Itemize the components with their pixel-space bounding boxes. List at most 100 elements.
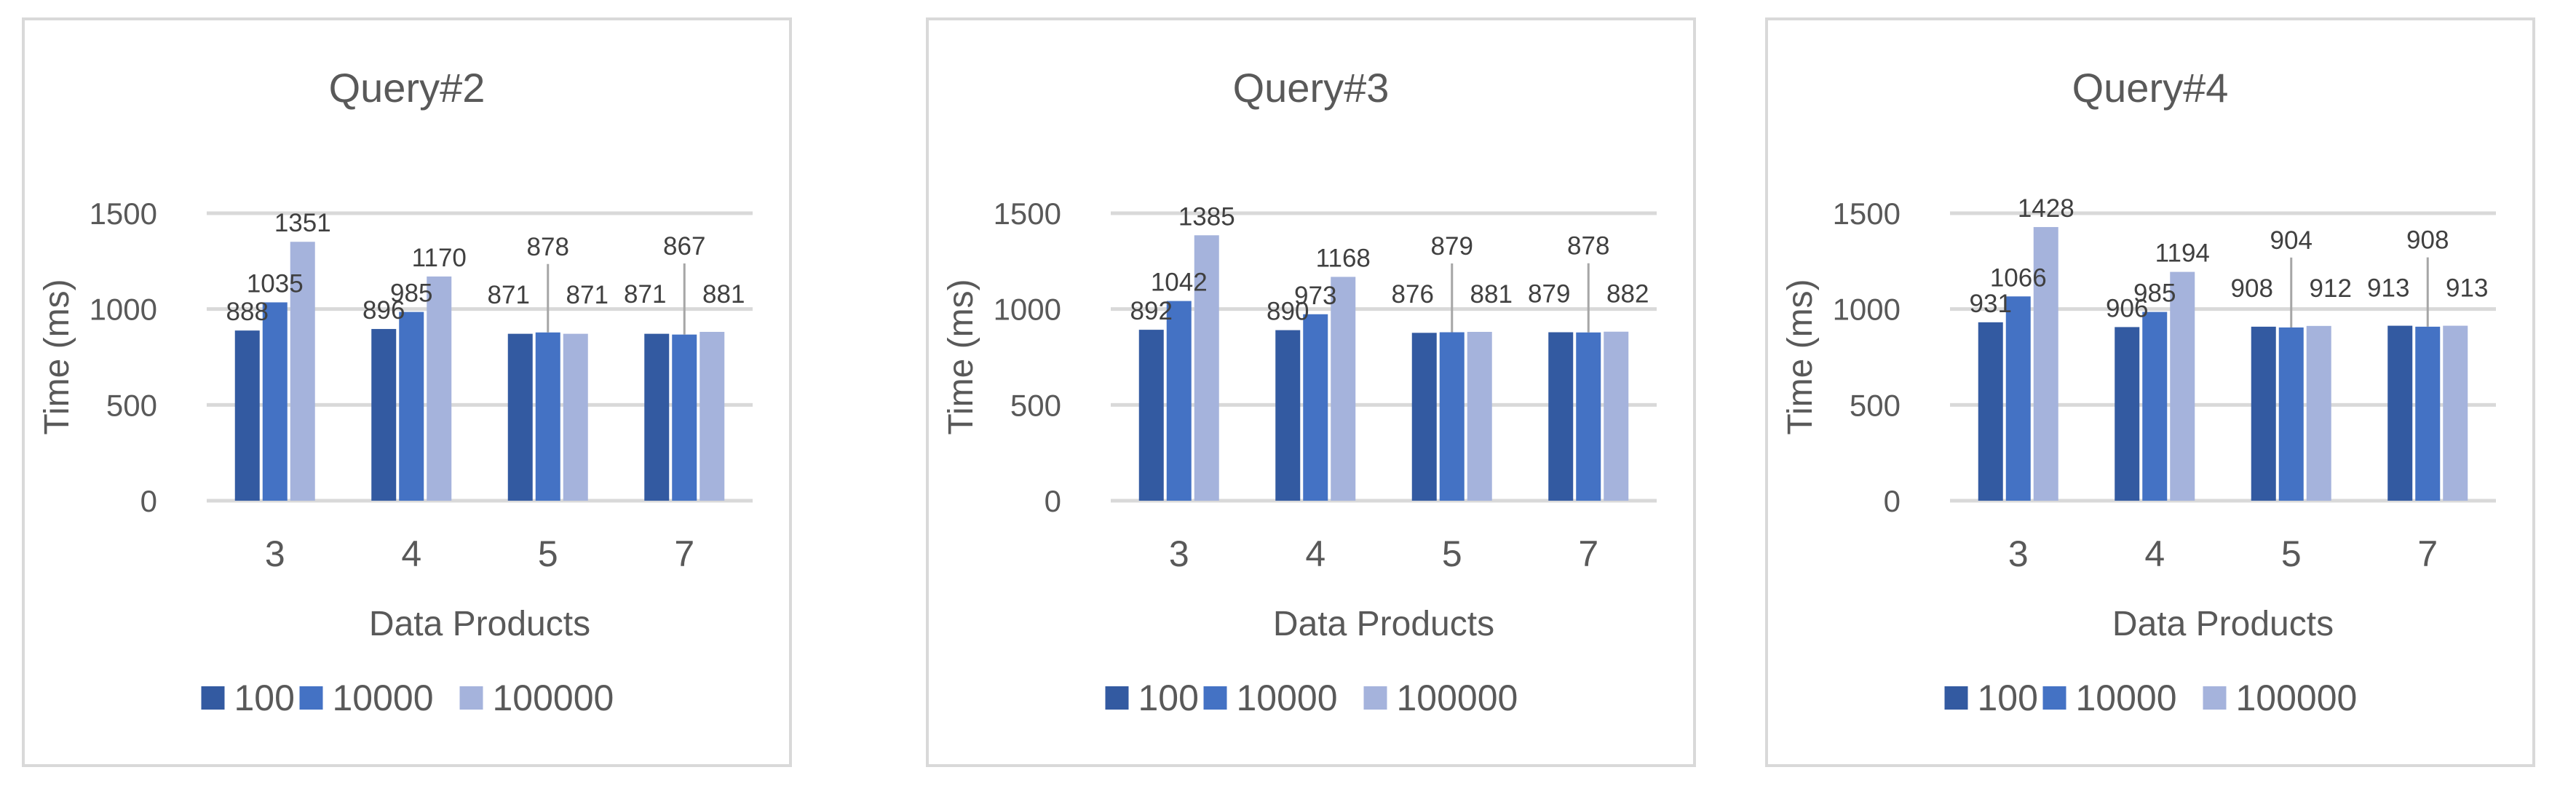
x-tick-label: 4 — [1305, 533, 1325, 574]
bar-10000-4 — [2142, 311, 2168, 501]
bar-100000-3 — [2033, 226, 2058, 501]
data-label-100000-4: 1170 — [412, 244, 467, 272]
data-label-100-3: 892 — [1130, 297, 1173, 325]
bar-10000-5 — [535, 332, 560, 501]
data-label-10000-7: 867 — [663, 232, 705, 261]
legend-label-100: 100 — [234, 678, 295, 718]
data-label-10000-5: 879 — [1431, 232, 1473, 261]
bar-100-4 — [1275, 330, 1301, 501]
x-tick-label: 3 — [1169, 533, 1189, 574]
y-axis-title: Time (ms) — [1781, 279, 1820, 434]
bar-10000-3 — [262, 302, 288, 501]
data-label-100-4: 896 — [362, 296, 405, 325]
chart-title: Query#2 — [329, 65, 486, 111]
y-tick-label: 0 — [1045, 484, 1061, 518]
bar-10000-4 — [399, 311, 424, 501]
bar-100000-5 — [1467, 332, 1492, 501]
legend-label-10000: 10000 — [1237, 678, 1338, 718]
data-label-100000-5: 871 — [566, 281, 609, 309]
x-tick-label: 4 — [401, 533, 421, 574]
data-label-10000-5: 904 — [2270, 226, 2313, 255]
legend-label-10000: 10000 — [2076, 678, 2177, 718]
y-axis-title: Time (ms) — [38, 279, 76, 434]
bar-10000-7 — [1576, 332, 1601, 501]
data-label-10000-7: 908 — [2406, 226, 2449, 255]
bar-100-7 — [2387, 325, 2413, 501]
bar-100-5 — [507, 333, 533, 501]
data-label-100-3: 931 — [1970, 290, 2012, 318]
chart-panel-query4: Query#4 0 500 1000 1500 Time (ms) 931 1066 1428 3… — [1765, 17, 2535, 767]
data-label-10000-4: 973 — [1294, 282, 1336, 310]
chart-title: Query#4 — [2072, 65, 2229, 111]
data-label-100-3: 888 — [226, 298, 269, 326]
y-tick-label: 0 — [140, 484, 157, 518]
bar-100000-5 — [563, 333, 588, 501]
data-label-10000-3: 1042 — [1151, 269, 1208, 297]
data-label-10000-4: 985 — [2133, 279, 2176, 308]
data-label-100-5: 876 — [1392, 280, 1434, 309]
bar-100000-7 — [1604, 331, 1629, 501]
data-label-100000-3: 1428 — [2018, 194, 2074, 223]
bar-100-7 — [1548, 332, 1574, 501]
x-tick-label: 3 — [265, 533, 285, 574]
bar-100000-4 — [427, 276, 452, 501]
x-tick-label: 5 — [538, 533, 558, 574]
bar-100-5 — [2251, 326, 2276, 501]
data-label-100-7: 913 — [2367, 274, 2409, 303]
data-label-100-5: 908 — [2231, 274, 2273, 303]
x-axis-title: Data Products — [2112, 605, 2334, 643]
data-label-100000-3: 1385 — [1178, 202, 1235, 231]
bar-10000-3 — [1166, 301, 1192, 501]
x-tick-label: 4 — [2144, 533, 2165, 574]
bar-100-3 — [234, 330, 260, 501]
bar-10000-7 — [672, 334, 697, 501]
bar-100000-7 — [700, 332, 725, 501]
legend-label-100: 100 — [1138, 678, 1199, 718]
x-tick-label: 7 — [674, 533, 694, 574]
bar-100-4 — [371, 329, 397, 501]
bar-10000-5 — [1439, 332, 1465, 501]
bar-100-4 — [2115, 327, 2140, 501]
data-label-100000-7: 913 — [2446, 274, 2488, 303]
data-label-100000-4: 1194 — [2155, 239, 2210, 268]
y-axis-title: Time (ms) — [942, 279, 980, 434]
legend-label-100000: 100000 — [2236, 678, 2358, 718]
data-label-100000-3: 1351 — [274, 209, 331, 237]
legend-swatch-100000 — [2203, 686, 2227, 710]
y-tick-label: 500 — [1010, 388, 1061, 422]
y-tick-label: 500 — [106, 388, 157, 422]
legend-swatch-10000 — [1203, 686, 1227, 710]
data-label-100-7: 871 — [624, 280, 666, 309]
legend-swatch-100000 — [1363, 686, 1387, 710]
bar-100-7 — [644, 333, 670, 501]
x-tick-label: 7 — [2417, 533, 2438, 574]
data-label-100000-7: 881 — [702, 280, 745, 309]
legend-label-100000: 100000 — [493, 678, 614, 718]
legend-swatch-10000 — [299, 686, 323, 710]
legend-swatch-100000 — [459, 686, 483, 710]
data-label-100-4: 906 — [2106, 294, 2148, 322]
bar-100-3 — [1138, 330, 1164, 501]
chart-panel-query3: Query#3 0 500 1000 1500 Time (ms) 892 1042 1385 3… — [926, 17, 1696, 767]
legend-swatch-10000 — [2042, 686, 2066, 710]
x-axis-title: Data Products — [369, 605, 590, 643]
bar-10000-3 — [2005, 296, 2031, 501]
y-tick-label: 1500 — [994, 196, 1061, 231]
bar-100000-3 — [290, 242, 315, 501]
y-tick-label: 1500 — [1833, 196, 1901, 231]
legend-label-100: 100 — [1978, 678, 2038, 718]
bar-100-3 — [1978, 322, 2003, 501]
data-label-10000-4: 985 — [390, 279, 432, 308]
x-tick-label: 3 — [2008, 533, 2029, 574]
y-tick-label: 500 — [1850, 388, 1901, 422]
legend-label-100000: 100000 — [1397, 678, 1518, 718]
data-label-100000-4: 1168 — [1316, 244, 1371, 272]
legend-label-10000: 10000 — [333, 678, 434, 718]
bar-100000-7 — [2443, 325, 2468, 501]
x-axis-title: Data Products — [1273, 605, 1494, 643]
x-tick-label: 7 — [1578, 533, 1598, 574]
bar-100-5 — [1411, 333, 1437, 501]
bar-100000-4 — [1331, 277, 1356, 501]
